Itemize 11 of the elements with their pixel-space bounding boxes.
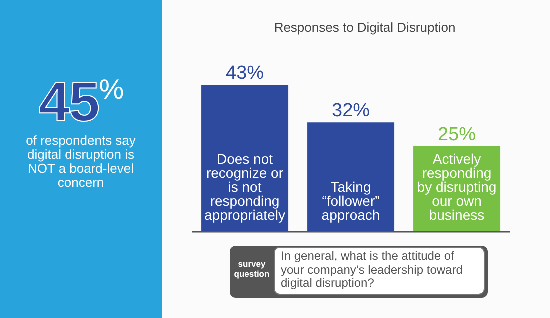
text: survey question: [233, 259, 271, 279]
x-tick-label: Taking “follower” approach: [322, 179, 380, 223]
data-label: 43%: [226, 63, 264, 84]
text: of respondents say digital disruption is NOT a board-level concern: [25, 133, 137, 190]
data-label: 25%: [438, 124, 476, 146]
data-label: 32%: [332, 100, 370, 122]
chart-title: Responses to Digital Disruption: [273, 20, 457, 35]
text: 45$^{%}$: [38, 69, 124, 133]
question-box: In general, what is the attitude of your company’s leadership toward digital disruption?: [274, 247, 485, 295]
x-tick-label: Does not recognize or is not responding appropriately: [204, 151, 286, 223]
x-tick-label: Actively responding by disrupting our own business: [417, 151, 497, 223]
